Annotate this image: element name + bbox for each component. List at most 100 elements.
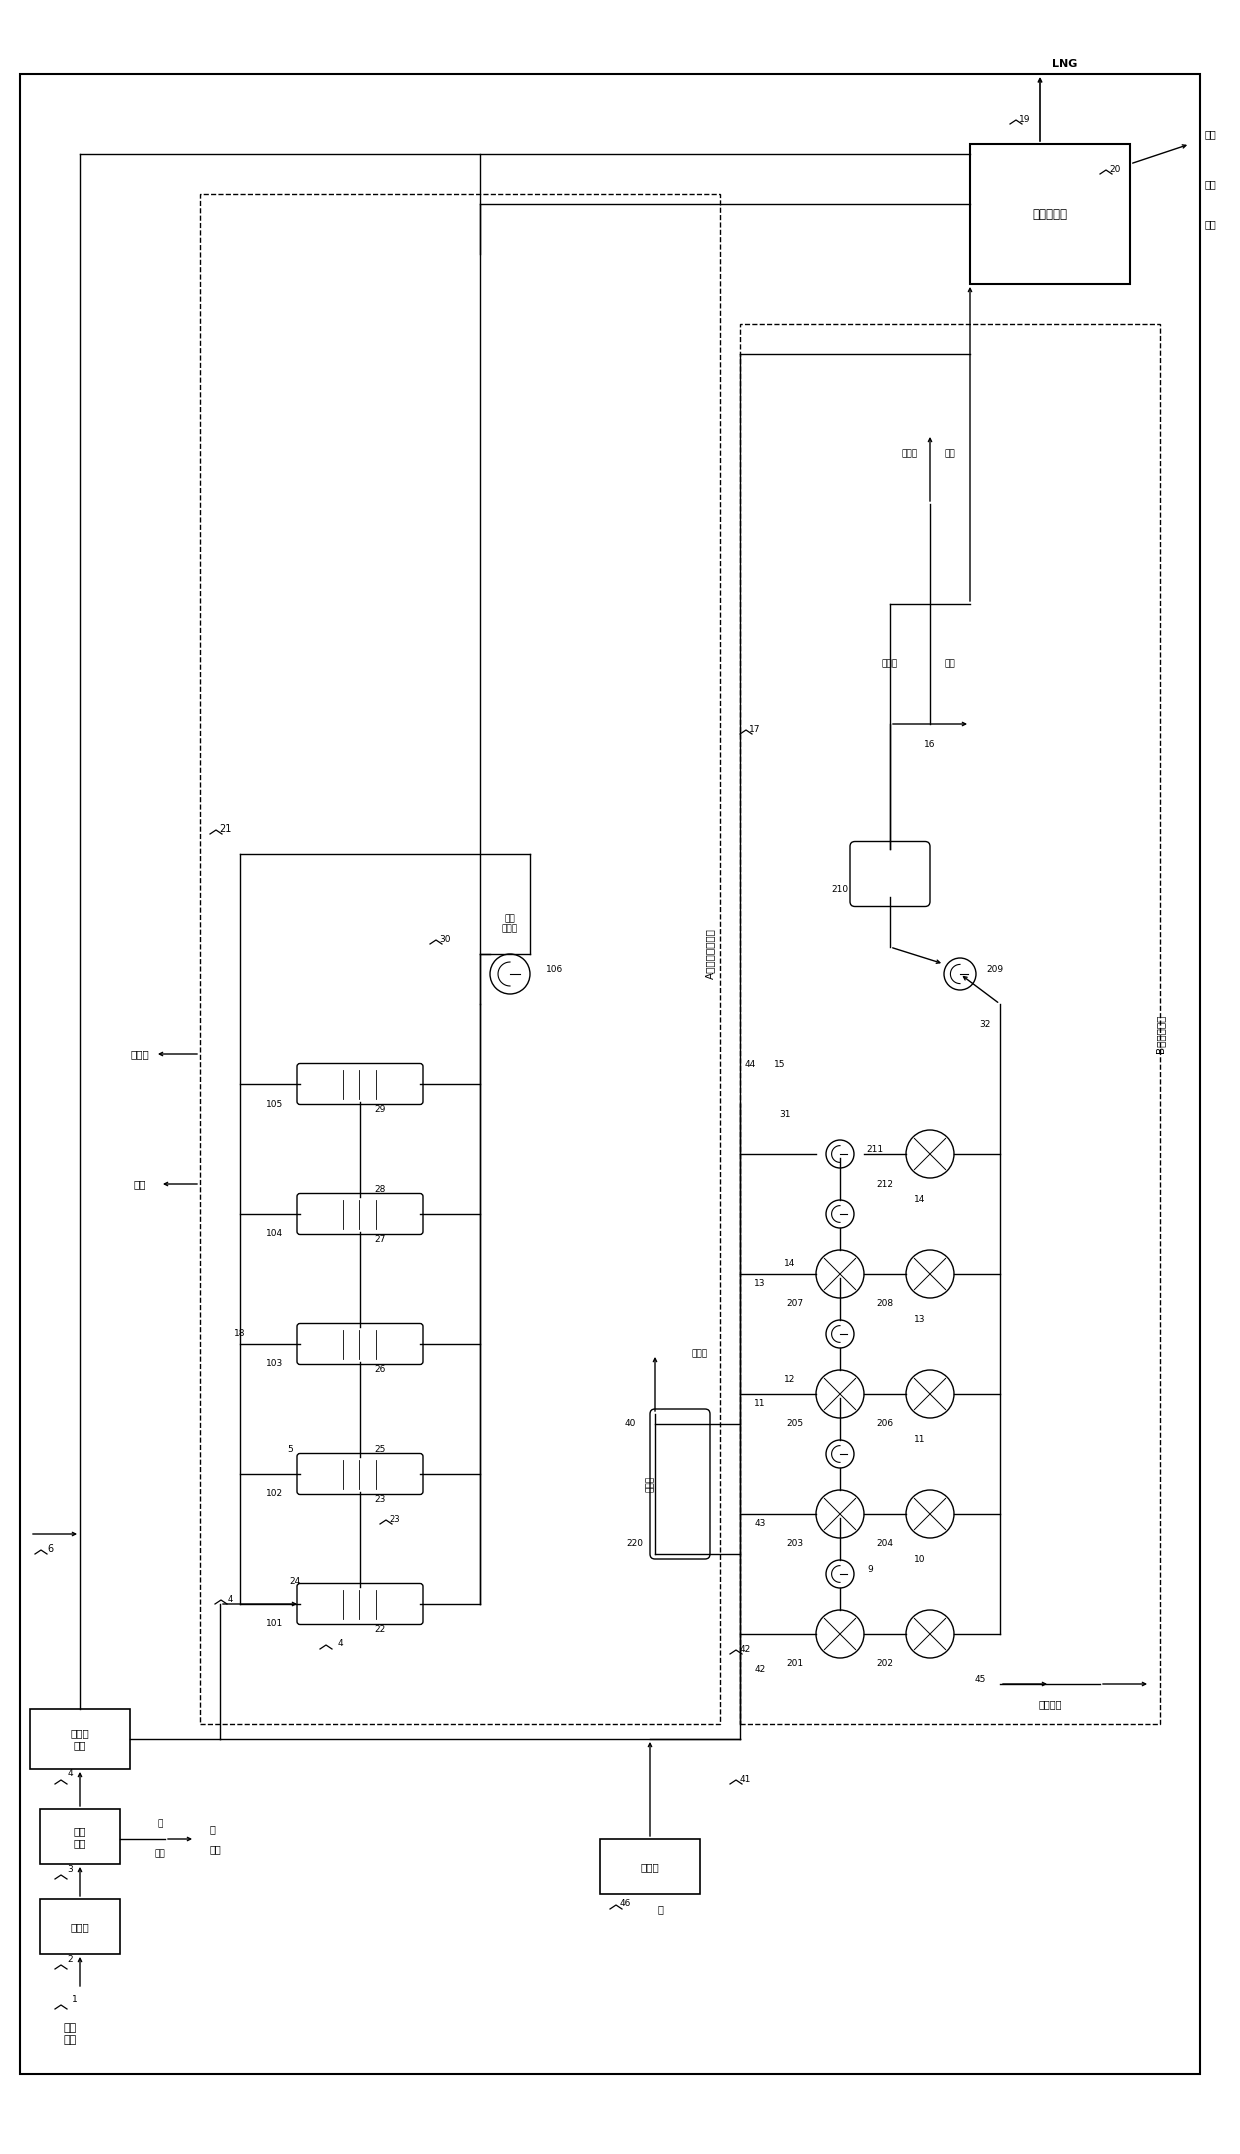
- Text: 208: 208: [877, 1299, 894, 1307]
- FancyBboxPatch shape: [298, 1323, 423, 1363]
- Circle shape: [816, 1370, 864, 1417]
- Text: 40: 40: [624, 1419, 636, 1428]
- Text: 14: 14: [785, 1260, 796, 1269]
- Text: 天然气液化: 天然气液化: [1033, 207, 1068, 220]
- Text: 13: 13: [754, 1279, 766, 1288]
- Text: B甲烷化单元: B甲烷化单元: [1154, 1015, 1166, 1053]
- Text: 9: 9: [867, 1564, 873, 1575]
- Text: 43: 43: [754, 1519, 765, 1529]
- Text: 燃气: 燃气: [1204, 179, 1216, 190]
- Text: 103: 103: [267, 1359, 284, 1368]
- Text: 6: 6: [47, 1544, 53, 1553]
- Text: 23: 23: [389, 1514, 401, 1523]
- Bar: [40, 1809, 120, 1863]
- Text: 20: 20: [1110, 164, 1121, 174]
- Text: 44: 44: [744, 1060, 755, 1068]
- Text: 脱萘
装置: 脱萘 装置: [73, 1827, 87, 1848]
- Circle shape: [906, 1131, 954, 1178]
- Text: 17: 17: [749, 724, 761, 735]
- Text: 11: 11: [914, 1435, 926, 1443]
- Text: 211: 211: [867, 1144, 884, 1155]
- Text: 酸性气: 酸性气: [130, 1049, 149, 1060]
- Text: 12: 12: [785, 1374, 796, 1383]
- Text: 萘: 萘: [210, 1824, 216, 1833]
- Circle shape: [490, 954, 529, 993]
- Text: 206: 206: [877, 1419, 894, 1428]
- FancyBboxPatch shape: [298, 1454, 423, 1495]
- Text: 尾气: 尾气: [134, 1178, 146, 1189]
- Text: 10: 10: [914, 1555, 926, 1564]
- Text: LNG: LNG: [1053, 58, 1078, 69]
- Text: 外输蒸汽: 外输蒸汽: [1038, 1700, 1061, 1708]
- Text: 压缩机
加压: 压缩机 加压: [71, 1728, 89, 1749]
- Text: 105: 105: [267, 1099, 284, 1109]
- Circle shape: [826, 1139, 854, 1167]
- Text: 205: 205: [786, 1419, 804, 1428]
- Text: 工艺水: 工艺水: [882, 659, 898, 668]
- Text: 燃料: 燃料: [1204, 220, 1216, 228]
- Text: 废水: 废水: [945, 659, 955, 668]
- Circle shape: [826, 1559, 854, 1587]
- Text: 工艺水: 工艺水: [901, 450, 918, 459]
- Text: 41: 41: [739, 1775, 750, 1784]
- Bar: [600, 1840, 701, 1893]
- Circle shape: [906, 1609, 954, 1659]
- Circle shape: [826, 1441, 854, 1469]
- Circle shape: [816, 1609, 864, 1659]
- Text: 46: 46: [619, 1900, 631, 1908]
- Text: 萘: 萘: [157, 1820, 162, 1829]
- FancyBboxPatch shape: [298, 1583, 423, 1624]
- Text: 4: 4: [227, 1594, 233, 1603]
- Bar: [200, 194, 720, 1723]
- Text: 23: 23: [374, 1495, 386, 1503]
- Text: 42: 42: [754, 1665, 765, 1674]
- Text: 220: 220: [626, 1540, 644, 1549]
- Text: 废水: 废水: [945, 450, 955, 459]
- Text: 202: 202: [877, 1659, 894, 1669]
- Text: 27: 27: [374, 1234, 386, 1243]
- Text: 32: 32: [980, 1019, 991, 1027]
- Bar: [40, 1900, 120, 1954]
- Text: 除尘器: 除尘器: [71, 1921, 89, 1932]
- Text: 脱盐水: 脱盐水: [641, 1861, 660, 1872]
- Text: 22: 22: [374, 1624, 386, 1633]
- Text: 4: 4: [67, 1768, 73, 1779]
- Text: 25: 25: [374, 1445, 386, 1454]
- FancyBboxPatch shape: [849, 842, 930, 907]
- Text: 204: 204: [877, 1540, 894, 1549]
- Bar: [740, 323, 1159, 1723]
- Text: 24: 24: [289, 1577, 300, 1587]
- Text: 19: 19: [1019, 114, 1030, 123]
- Text: 水冷
换热器: 水冷 换热器: [502, 913, 518, 933]
- Text: 半焦
尾气: 半焦 尾气: [63, 2023, 77, 2044]
- Text: 30: 30: [439, 935, 451, 943]
- Text: 212: 212: [877, 1180, 894, 1189]
- Text: 26: 26: [374, 1363, 386, 1374]
- Text: 102: 102: [267, 1491, 284, 1499]
- Text: 29: 29: [374, 1105, 386, 1114]
- FancyBboxPatch shape: [298, 1193, 423, 1234]
- Text: 201: 201: [786, 1659, 804, 1669]
- Text: 13: 13: [914, 1314, 926, 1323]
- Text: 2: 2: [67, 1954, 73, 1964]
- Circle shape: [944, 959, 976, 991]
- Text: 31: 31: [779, 1109, 791, 1118]
- Circle shape: [826, 1200, 854, 1228]
- Text: 5: 5: [288, 1445, 293, 1454]
- Text: 210: 210: [832, 885, 848, 894]
- Circle shape: [826, 1320, 854, 1348]
- Text: 104: 104: [267, 1230, 284, 1239]
- Text: 粗苯: 粗苯: [155, 1850, 165, 1859]
- Text: 水: 水: [657, 1904, 663, 1915]
- Circle shape: [816, 1249, 864, 1299]
- Text: 4: 4: [337, 1639, 342, 1648]
- Circle shape: [906, 1370, 954, 1417]
- Circle shape: [906, 1249, 954, 1299]
- Text: 21: 21: [218, 825, 231, 834]
- Text: 锅炉水: 锅炉水: [646, 1475, 655, 1493]
- Text: 14: 14: [914, 1195, 926, 1204]
- FancyBboxPatch shape: [298, 1064, 423, 1105]
- Text: 3: 3: [67, 1865, 73, 1874]
- Text: 42: 42: [739, 1644, 750, 1654]
- Text: 207: 207: [786, 1299, 804, 1307]
